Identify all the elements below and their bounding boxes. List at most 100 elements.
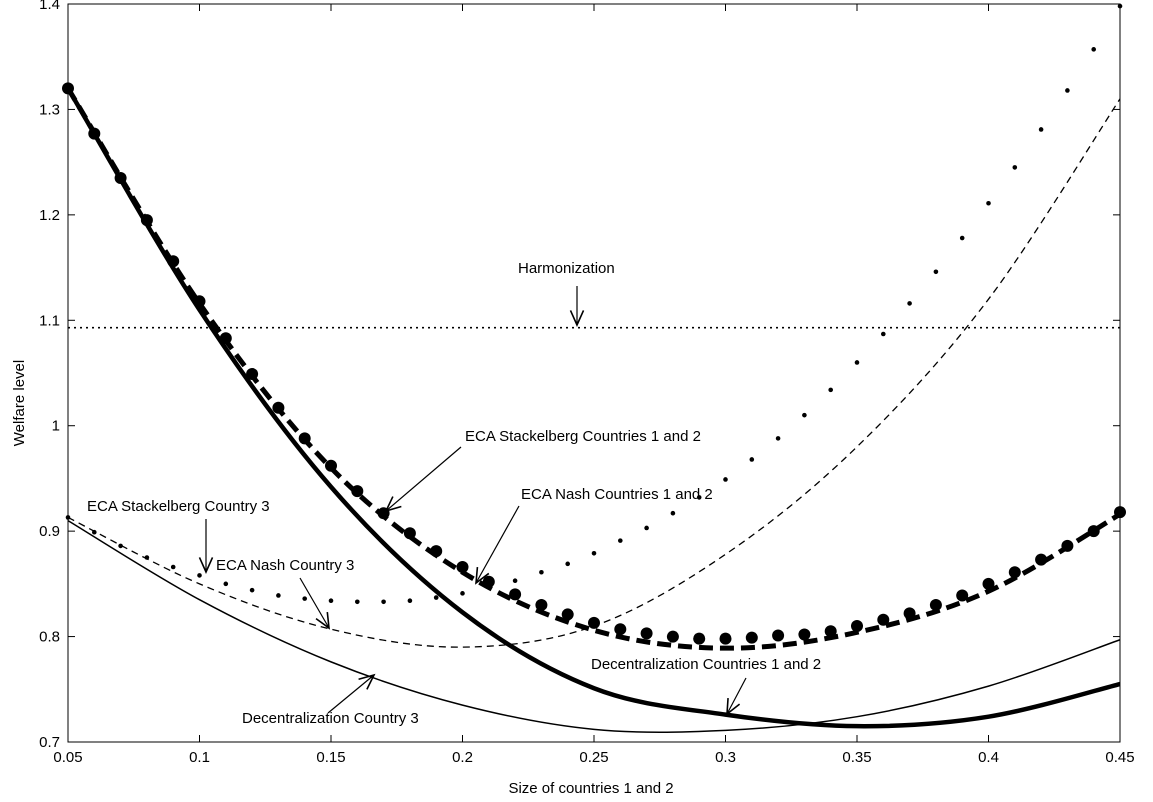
data-point [302, 596, 308, 601]
arrow-eca-nash-countries-1-2 [475, 505, 520, 585]
data-point [881, 331, 886, 337]
series-eca-stackelberg-countries-1-and-2 [65, 87, 1122, 651]
data-point [325, 459, 337, 472]
data-point [1038, 127, 1044, 132]
arrow-eca-stackelberg-country-3 [198, 519, 214, 574]
data-point [591, 550, 597, 556]
data-point [802, 412, 807, 418]
data-point [561, 608, 574, 621]
data-point [351, 485, 364, 498]
data-point [854, 360, 860, 365]
series-decentralization-countries-1-and-2 [66, 87, 1121, 729]
annotation-eca-nash-country-3: ECA Nash Country 3 [216, 557, 354, 574]
data-point [745, 631, 758, 644]
data-point [907, 301, 912, 306]
data-point [430, 545, 443, 558]
data-point [246, 368, 259, 381]
annotation-eca-stackelberg-countries-1-2: ECA Stackelberg Countries 1 and 2 [465, 428, 701, 445]
data-point [1087, 525, 1100, 538]
series-eca-nash-countries-1-and-2 [62, 82, 1126, 645]
data-point [114, 171, 127, 184]
data-point [775, 436, 781, 441]
data-point [486, 584, 492, 590]
data-point [460, 591, 465, 596]
data-point [982, 577, 995, 590]
data-point [640, 627, 653, 640]
data-point [929, 598, 942, 611]
data-point [276, 593, 281, 598]
plot-area [67, 3, 1121, 743]
data-point [249, 587, 255, 593]
data-point [903, 607, 916, 620]
annotation-eca-stackelberg-country-3: ECA Stackelberg Country 3 [87, 498, 270, 515]
data-point [539, 569, 544, 575]
y-tick-label: 0.8 [39, 629, 60, 646]
data-point [877, 613, 890, 626]
data-point [588, 616, 600, 629]
x-tick-label: 0.4 [978, 749, 999, 766]
data-point [644, 525, 649, 531]
data-point [403, 527, 416, 540]
annotation-eca-nash-countries-1-2: ECA Nash Countries 1 and 2 [521, 486, 713, 503]
data-point [88, 127, 101, 140]
data-point [433, 595, 439, 600]
arrow-eca-stackelberg-countries-1-2 [384, 446, 462, 513]
y-axis-label: Welfare level [11, 360, 28, 446]
y-tick-label: 1 [52, 418, 60, 435]
data-point [328, 598, 334, 604]
data-point [167, 255, 180, 268]
x-tick-label: 0.35 [842, 749, 871, 766]
arrow-decentralization-country-3 [327, 673, 376, 714]
arrow-eca-nash-country-3 [299, 577, 330, 630]
data-point [772, 629, 785, 642]
data-point [140, 214, 153, 227]
x-tick-label: 0.3 [715, 749, 736, 766]
x-tick-label: 0.45 [1105, 749, 1134, 766]
x-tick-label: 0.2 [452, 749, 473, 766]
data-point [986, 200, 991, 206]
y-tick-label: 1.3 [39, 101, 60, 118]
data-point [456, 560, 469, 573]
data-point [933, 269, 939, 275]
data-point [828, 387, 833, 393]
data-point [670, 510, 676, 516]
data-point [482, 575, 495, 588]
data-point [381, 599, 386, 605]
data-point [62, 82, 74, 95]
y-tick-label: 1.4 [39, 0, 60, 13]
data-point [798, 628, 811, 641]
data-point [1035, 553, 1048, 566]
data-point [509, 588, 522, 601]
plot-border [67, 3, 1121, 743]
data-point [1091, 47, 1096, 52]
data-point [1065, 88, 1070, 93]
data-point [956, 589, 969, 602]
x-tick-label: 0.25 [579, 749, 608, 766]
annotation-arrows [198, 286, 747, 716]
data-point [193, 295, 206, 308]
data-point [719, 632, 732, 645]
x-tick-label: 0.15 [316, 749, 345, 766]
data-point [1012, 165, 1018, 170]
annotation-decentralization-country-3: Decentralization Country 3 [242, 710, 419, 727]
data-point [1061, 539, 1074, 552]
data-point [219, 332, 232, 345]
data-point [824, 625, 837, 638]
data-point [693, 632, 706, 645]
arrow-decentralization-countries-1-2 [726, 677, 747, 716]
tick-layer: 0.05 0.1 0.15 0.2 0.25 0.3 0.35 0.4 0.45 0.7 0.8 0.… [39, 0, 1134, 766]
series-decentralization-country-3 [67, 519, 1121, 733]
data-point [959, 235, 965, 241]
arrow-harmonization [569, 286, 585, 327]
data-point [749, 457, 755, 462]
annotation-decentralization-countries-1-2: Decentralization Countries 1 and 2 [591, 656, 821, 673]
data-point [565, 561, 570, 567]
data-point [1008, 566, 1021, 579]
x-axis-label: Size of countries 1 and 2 [508, 780, 673, 797]
y-tick-label: 1.2 [39, 207, 60, 224]
data-point [512, 578, 518, 583]
data-point [851, 620, 863, 633]
y-tick-label: 1.1 [39, 312, 60, 329]
data-point [696, 495, 702, 500]
